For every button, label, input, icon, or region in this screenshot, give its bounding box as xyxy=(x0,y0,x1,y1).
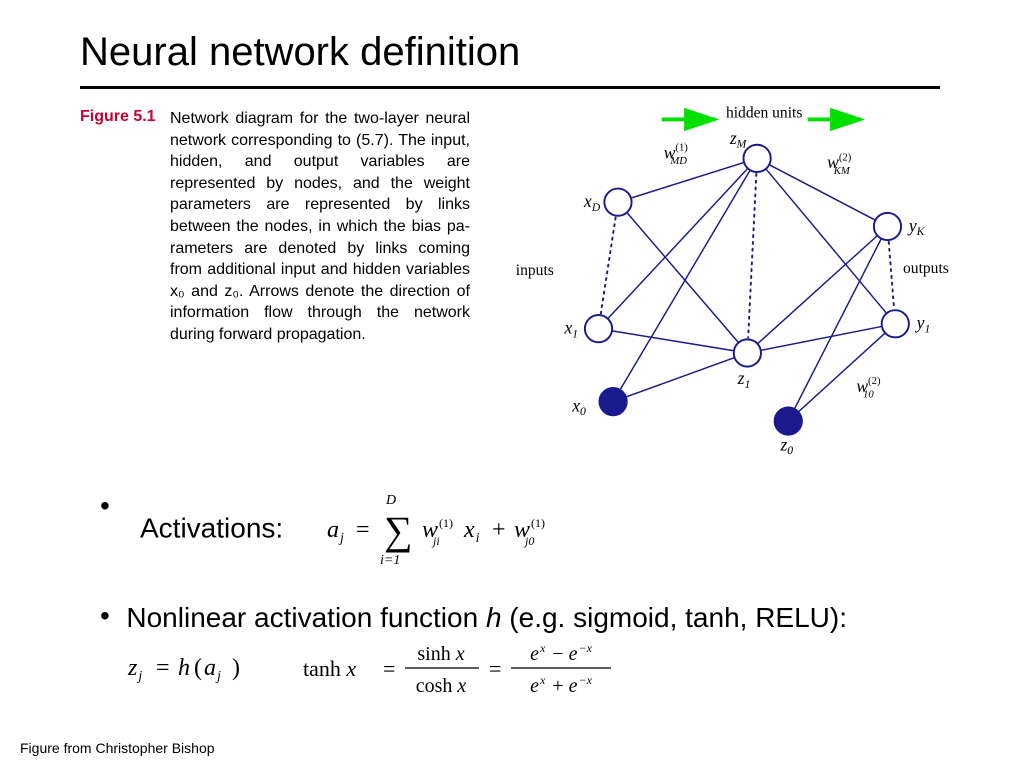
bullet-marker: • xyxy=(90,490,140,522)
network-diagram: xD x1 x0 zM z1 z0 yK y1 hidden units inputs output… xyxy=(490,100,960,460)
svg-text:z0: z0 xyxy=(779,434,793,457)
svg-text:+: + xyxy=(492,517,506,543)
footnote: Figure from Christopher Bishop xyxy=(20,740,215,756)
svg-text:=: = xyxy=(489,656,501,681)
nonlinear-label-post: (e.g. sigmoid, tanh, RELU): xyxy=(502,602,847,633)
svg-text:zj: zj xyxy=(127,655,142,684)
svg-text:tanh x: tanh x xyxy=(303,656,356,681)
figure-caption: Network diagram for the two-layer neural… xyxy=(170,108,470,346)
svg-text:aj: aj xyxy=(204,655,221,684)
bullet-text: Activations: aj = ∑Di=1 w(1)ji xi + w(1)j0 xyxy=(140,490,582,570)
svg-text:): ) xyxy=(232,655,240,681)
svg-text:sinh x: sinh x xyxy=(417,643,464,665)
bullet-activations: • Activations: aj = ∑Di=1 w(1)ji xi + w(1)j0 xyxy=(90,490,950,570)
bullet-list: • Activations: aj = ∑Di=1 w(1)ji xi + w(1)j0 •… xyxy=(90,490,950,730)
figure-label: Figure 5.1 xyxy=(80,108,156,126)
svg-text:cosh x: cosh x xyxy=(416,675,467,697)
svg-text:w(1)MD: w(1)MD xyxy=(664,142,689,168)
svg-text:zM: zM xyxy=(729,128,748,151)
svg-text:z1: z1 xyxy=(737,368,751,391)
svg-text:∑: ∑ xyxy=(384,508,413,553)
nonlinear-label-h: h xyxy=(486,602,502,633)
equation-activation: aj = ∑Di=1 w(1)ji xi + w(1)j0 xyxy=(322,490,582,570)
svg-text:inputs: inputs xyxy=(516,262,554,279)
svg-text:xD: xD xyxy=(583,191,601,214)
title-rule xyxy=(80,86,940,89)
svg-text:x0: x0 xyxy=(571,395,586,418)
svg-text:=: = xyxy=(383,656,395,681)
svg-text:h: h xyxy=(178,655,190,681)
bullet-nonlinear: • Nonlinear activation function h (e.g. … xyxy=(90,600,950,700)
svg-text:(: ( xyxy=(194,655,202,681)
activations-label: Activations: xyxy=(140,512,283,543)
slide-title: Neural network definition xyxy=(80,30,520,75)
svg-text:D: D xyxy=(385,493,396,508)
svg-text:outputs: outputs xyxy=(903,260,949,277)
svg-text:hidden units: hidden units xyxy=(726,105,802,122)
svg-text:i=1: i=1 xyxy=(380,553,400,568)
slide: Neural network definition Figure 5.1 Net… xyxy=(0,0,1024,768)
bullet-text: Nonlinear activation function h (e.g. si… xyxy=(126,600,950,700)
svg-text:x1: x1 xyxy=(563,318,578,341)
svg-text:w(1)ji: w(1)ji xyxy=(422,516,453,548)
svg-text:aj: aj xyxy=(327,517,344,546)
svg-text:y1: y1 xyxy=(915,313,931,336)
svg-text:ex + e−x: ex + e−x xyxy=(530,673,592,697)
svg-text:ex − e−x: ex − e−x xyxy=(530,641,592,665)
svg-text:=: = xyxy=(156,655,170,681)
bullet-marker: • xyxy=(90,600,126,632)
svg-text:yK: yK xyxy=(907,215,926,238)
equation-tanh: tanh x = sinh x cosh x = ex − e−x ex + e−x xyxy=(303,636,623,700)
svg-text:w(2)KM: w(2)KM xyxy=(827,151,852,177)
svg-text:xi: xi xyxy=(463,517,480,546)
nonlinear-label-pre: Nonlinear activation function xyxy=(126,602,486,633)
svg-text:w(1)j0: w(1)j0 xyxy=(514,516,545,548)
svg-text:=: = xyxy=(356,517,370,543)
svg-text:w(2)10: w(2)10 xyxy=(856,375,881,401)
equation-zj: zj = h(aj) xyxy=(126,650,256,686)
